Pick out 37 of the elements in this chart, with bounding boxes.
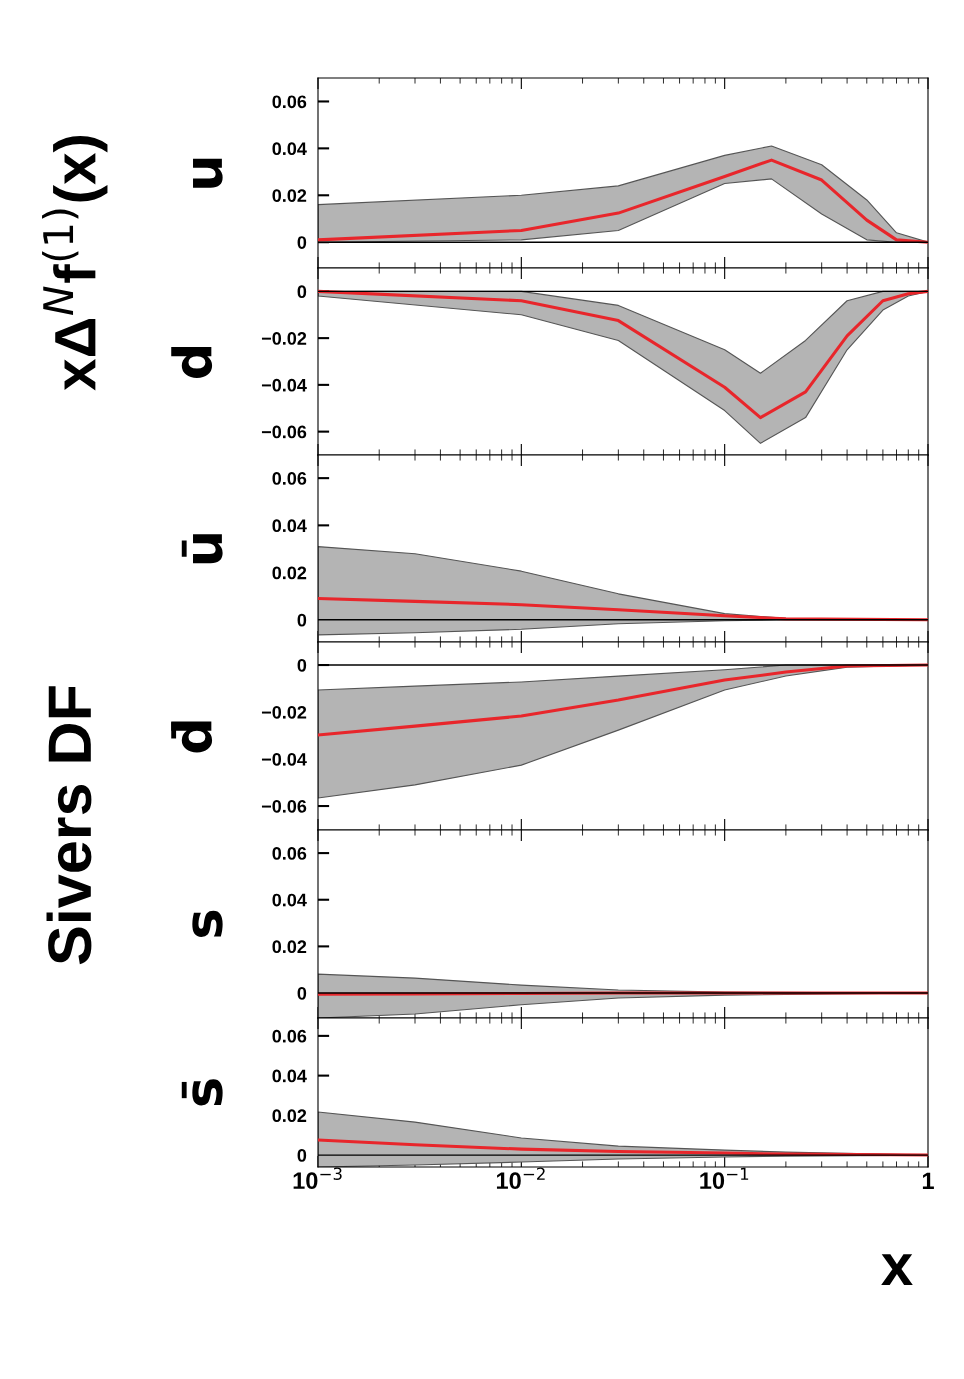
y-axis-title: ū: [181, 534, 223, 564]
y-tick-label: −0.02: [261, 332, 307, 345]
y-tick-label: 0: [297, 285, 307, 299]
x-axis-title: x: [881, 1254, 913, 1286]
y-tick-label: 0.06: [272, 472, 307, 485]
y-tick-label: 0.06: [272, 1029, 307, 1043]
y-tick-label: 0.02: [272, 940, 307, 954]
x-tick-label: 10$^{−1}$: [700, 1167, 749, 1190]
y-axis-title: d: [171, 347, 213, 379]
y-tick-label: −0.04: [261, 752, 307, 766]
y-tick-label: 0.04: [272, 519, 307, 533]
y-tick-label: 0.04: [272, 142, 307, 156]
y-tick-label: 0: [297, 613, 307, 627]
y-axis-title: s̄: [181, 1079, 223, 1106]
y-axis-title: d̄: [171, 721, 213, 753]
x-tick-label: 10$^{−2}$: [496, 1167, 545, 1190]
y-tick-label: 0.02: [272, 566, 307, 580]
x-tick-label: 10$^{−3}$: [293, 1167, 342, 1190]
y-tick-label: −0.02: [261, 705, 307, 719]
y-tick-label: 0.04: [272, 893, 307, 907]
y-tick-label: 0.06: [272, 95, 307, 109]
y-tick-label: −0.04: [261, 378, 307, 392]
y-axis-title: s: [192, 910, 223, 937]
y-tick-label: 0.02: [272, 189, 307, 202]
y-tick-label: 0.02: [272, 1109, 307, 1123]
text: Sivers DF: [46, 686, 92, 965]
y-tick-label: 0: [297, 236, 307, 249]
y-tick-label: 0: [297, 658, 307, 672]
x-tick-label: 1: [922, 1172, 934, 1189]
y-tick-label: −0.06: [261, 799, 307, 813]
y-axis-title: u: [193, 158, 223, 188]
y-tick-label: 0: [297, 986, 307, 1000]
y-tick-label: −0.06: [261, 425, 307, 439]
y-tick-label: 0.06: [272, 847, 307, 860]
text: xΔ$^{N}$f$^{(1)}$(x): [42, 136, 108, 391]
y-tick-label: 0.04: [272, 1069, 307, 1083]
y-tick-label: 0: [297, 1149, 307, 1162]
